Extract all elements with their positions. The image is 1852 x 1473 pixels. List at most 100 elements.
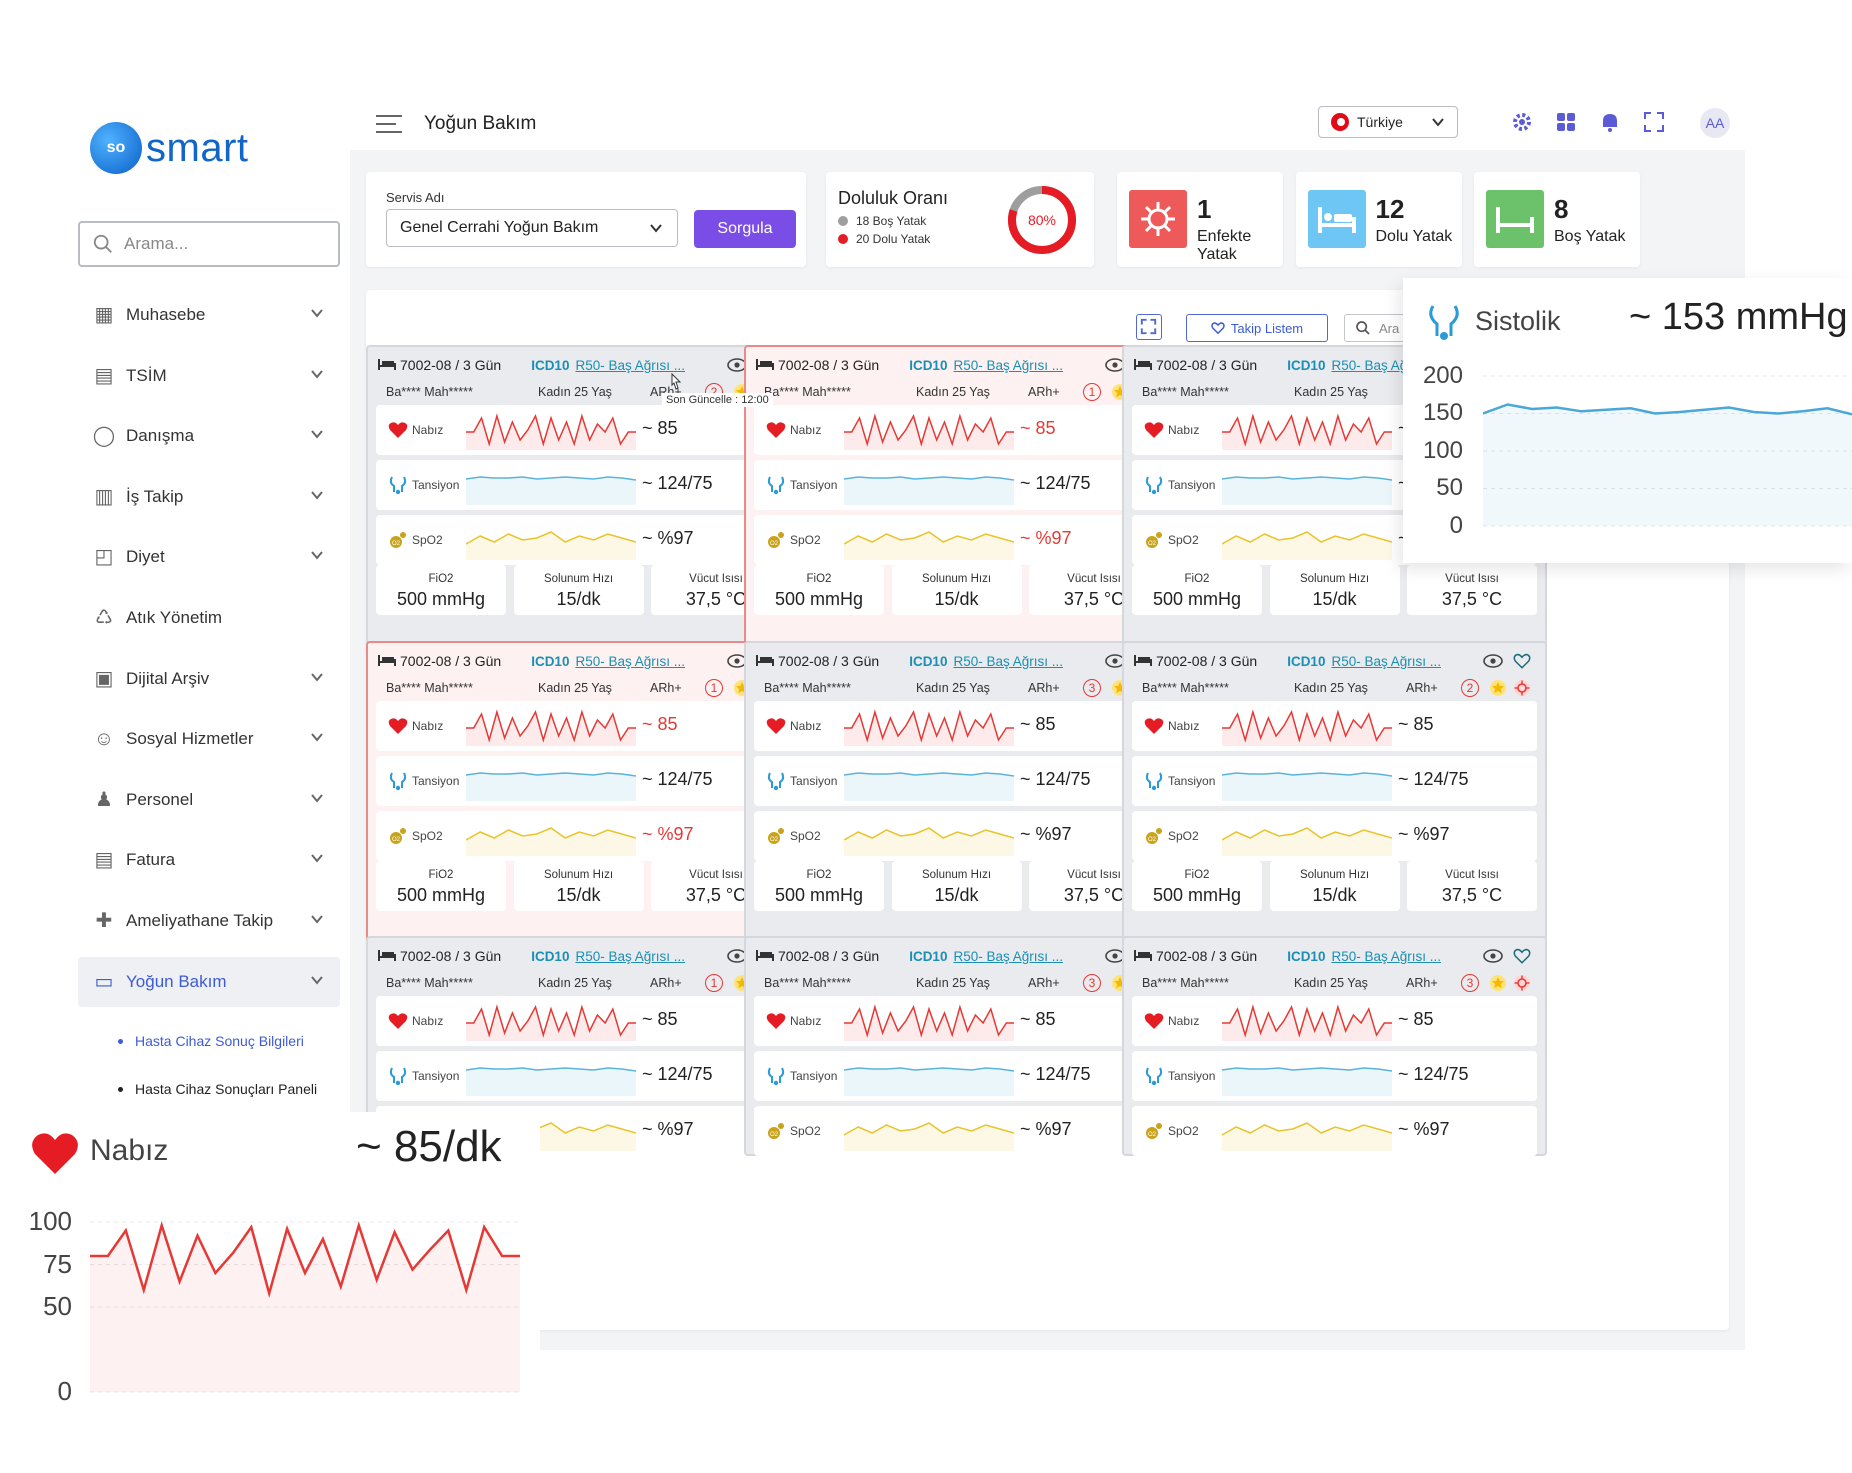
diagnosis-link[interactable]: R50- Baş Ağrısı ... [953, 357, 1063, 373]
chevron-down-icon [310, 366, 324, 386]
vital-row-bp[interactable]: Tansiyon ~ 124/75 [376, 756, 781, 806]
app-logo[interactable]: so smart [90, 122, 249, 174]
vital-row-pulse[interactable]: Nabız ~ 85 [1132, 996, 1537, 1046]
bell-icon[interactable] [1598, 110, 1622, 134]
bed-icon [756, 948, 778, 964]
eye-icon[interactable] [1483, 948, 1503, 964]
systolic-chart-card: Sistolik ~ 153 mmHg 200 150 100 50 0 [1403, 278, 1852, 563]
heart-outline-icon[interactable] [1513, 652, 1531, 670]
sidebar-subitem-label: Hasta Cihaz Sonuçları Paneli [135, 1081, 318, 1098]
patient-card[interactable]: 7002-08 / 3 Gün ICD10 R50- Baş Ağrısı ... B… [1122, 641, 1547, 969]
vital-value: ~ 124/75 [642, 1064, 713, 1084]
patient-gender-age: Kadın 25 Yaş [916, 385, 990, 399]
grid-icon[interactable] [1554, 110, 1578, 134]
vital-row-spo2[interactable]: O2 SpO2 ~ %97 [754, 1106, 1159, 1156]
service-select[interactable]: Genel Cerrahi Yoğun Bakım [386, 209, 678, 247]
diagnosis-link[interactable]: R50- Baş Ağrısı ... [1331, 948, 1441, 964]
patient-card[interactable]: 7002-08 / 3 Gün ICD10 R50- Baş Ağrısı ... B… [744, 345, 1169, 673]
vital-row-pulse[interactable]: Nabız~ 85! [376, 701, 781, 751]
query-button[interactable]: Sorgula [694, 210, 796, 248]
heart-outline-icon[interactable] [1513, 947, 1531, 965]
fullscreen-icon[interactable] [1642, 110, 1666, 134]
risk-level-badge: 3 [1083, 974, 1101, 992]
patient-card[interactable]: 7002-08 / 3 Gün ICD10 R50- Baş Ağrısı ... B… [1122, 936, 1547, 1156]
diagnosis-link[interactable]: R50- Baş Ağrısı ... [953, 948, 1063, 964]
sidebar-item-3[interactable]: ▥ İş Takip [78, 472, 340, 522]
chevron-down-icon [310, 790, 324, 810]
occupancy-percent: 80% [1028, 212, 1056, 228]
sidebar-item-1[interactable]: ▤ TSİM [78, 351, 340, 401]
vital-value: ~ %97 [1398, 1119, 1450, 1139]
sidebar-item-11[interactable]: ▭ Yoğun Bakım [78, 956, 340, 1007]
oxygen-icon: O2 [1144, 1121, 1164, 1141]
sidebar-item-6[interactable]: ▣ Dijital Arşiv [78, 654, 340, 704]
vital-label: Tansiyon [412, 1069, 460, 1083]
sidebar-item-5[interactable]: ♺ Atık Yönetim [78, 593, 340, 643]
patient-card[interactable]: 7002-08 / 3 Gün ICD10 R50- Baş Ağrısı ... B… [366, 641, 791, 969]
country-select[interactable]: Türkiye [1318, 106, 1458, 138]
metric-value: 500 mmHg [396, 589, 486, 609]
vital-row-bp[interactable]: Tansiyon ~ 124/75 [1132, 756, 1537, 806]
patient-card[interactable]: 7002-08 / 3 Gün ICD10 R50- Baş Ağrısı ... B… [744, 641, 1169, 969]
gear-icon[interactable] [1510, 110, 1534, 134]
vital-row-spo2[interactable]: O2 SpO2 ~ %97 [376, 515, 781, 565]
vital-label: Tansiyon [412, 478, 460, 492]
metric-label: FiO2 [806, 869, 832, 881]
vital-row-spo2[interactable]: O2 SpO2 ~ %97 [1132, 811, 1537, 861]
search-input[interactable]: Arama... [78, 221, 340, 267]
patient-card[interactable]: 7002-08 / 3 Gün ICD10 R50- Baş Ağrısı ... B… [744, 936, 1169, 1156]
metric-label: Vücut Isısı [1067, 869, 1121, 881]
vital-row-pulse[interactable]: Nabız~ 85! [754, 405, 1159, 455]
avatar[interactable]: AA [1700, 108, 1730, 138]
patient-name: Ba**** Mah***** [386, 385, 473, 399]
sidebar-subitem-0[interactable]: Hasta Cihaz Sonuç Bilgileri [78, 1017, 340, 1065]
star-icon [1489, 974, 1507, 992]
metric-value: 15/dk [556, 589, 601, 609]
vital-row-pulse[interactable]: Nabız ~ 85 [754, 996, 1159, 1046]
vital-value: ~ %97 [642, 824, 694, 844]
vital-row-spo2[interactable]: O2 SpO2 ~ %97 [1132, 1106, 1537, 1156]
icd-label: ICD10 [531, 357, 570, 373]
metric-temp: Vücut Isısı 37,5 °C [1407, 861, 1537, 911]
vital-label: Tansiyon [1168, 1069, 1216, 1083]
vital-row-pulse[interactable]: Nabız ~ 85 [1132, 701, 1537, 751]
sidebar-item-7[interactable]: ☺ Sosyal Hizmetler [78, 714, 340, 764]
vital-label: Nabız [790, 1014, 822, 1028]
vital-row-pulse[interactable]: Nabız ~ 85 [754, 701, 1159, 751]
sidebar-item-0[interactable]: ▦ Muhasebe [78, 290, 340, 340]
diagnosis-link[interactable]: R50- Baş Ağrısı ... [575, 357, 685, 373]
sidebar-item-4[interactable]: ◰ Diyet [78, 532, 340, 582]
vital-row-bp[interactable]: Tansiyon ~ 124/75 [1132, 1051, 1537, 1101]
vital-row-pulse[interactable]: Nabız ~ 85 [376, 405, 781, 455]
vital-row-bp[interactable]: Tansiyon ~ 124/75 [754, 1051, 1159, 1101]
follow-list-button[interactable]: Takip Listem [1186, 314, 1328, 342]
metric-value: 37,5 °C [1063, 885, 1125, 905]
menu-toggle-icon[interactable] [376, 114, 402, 134]
vital-row-pulse[interactable]: Nabız ~ 85 [376, 996, 781, 1046]
diagnosis-link[interactable]: R50- Baş Ağrısı ... [1331, 653, 1441, 669]
diagnosis-link[interactable]: R50- Baş Ağrısı ... [575, 653, 685, 669]
vital-row-bp[interactable]: Tansiyon ~ 124/75 [754, 756, 1159, 806]
vital-waveform [1222, 709, 1392, 746]
bed-icon [1134, 653, 1156, 669]
vital-row-bp[interactable]: Tansiyon ~ 124/75 [754, 460, 1159, 510]
expand-button[interactable] [1136, 314, 1162, 340]
star-icon [1489, 679, 1507, 697]
patient-card[interactable]: 7002-08 / 3 Gün ICD10 R50- Baş Ağrısı ... B… [366, 345, 791, 673]
sidebar-subitem-1[interactable]: Hasta Cihaz Sonuçları Paneli [78, 1065, 340, 1113]
vital-row-bp[interactable]: Tansiyon ~ 124/75 [376, 1051, 781, 1101]
vital-row-bp[interactable]: Tansiyon ~ 124/75 [376, 460, 781, 510]
patient-card[interactable]: 7002-08 / 3 Gün ICD10 R50- Baş Ağrısı ... B… [366, 936, 791, 1156]
sidebar-item-2[interactable]: ◯ Danışma [78, 411, 340, 461]
diagnosis-link[interactable]: R50- Baş Ağrısı ... [953, 653, 1063, 669]
vital-row-spo2[interactable]: O2 SpO2 ~ %97 [754, 811, 1159, 861]
sidebar-item-9[interactable]: ▤ Fatura [78, 835, 340, 885]
diagnosis-link[interactable]: R50- Baş Ağrısı ... [575, 948, 685, 964]
sidebar-item-10[interactable]: ✚ Ameliyathane Takip [78, 896, 340, 946]
sidebar-item-8[interactable]: ♟ Personel [78, 775, 340, 825]
eye-icon[interactable] [1483, 653, 1503, 669]
chevron-down-icon [310, 487, 324, 507]
vital-label: SpO2 [412, 533, 443, 547]
